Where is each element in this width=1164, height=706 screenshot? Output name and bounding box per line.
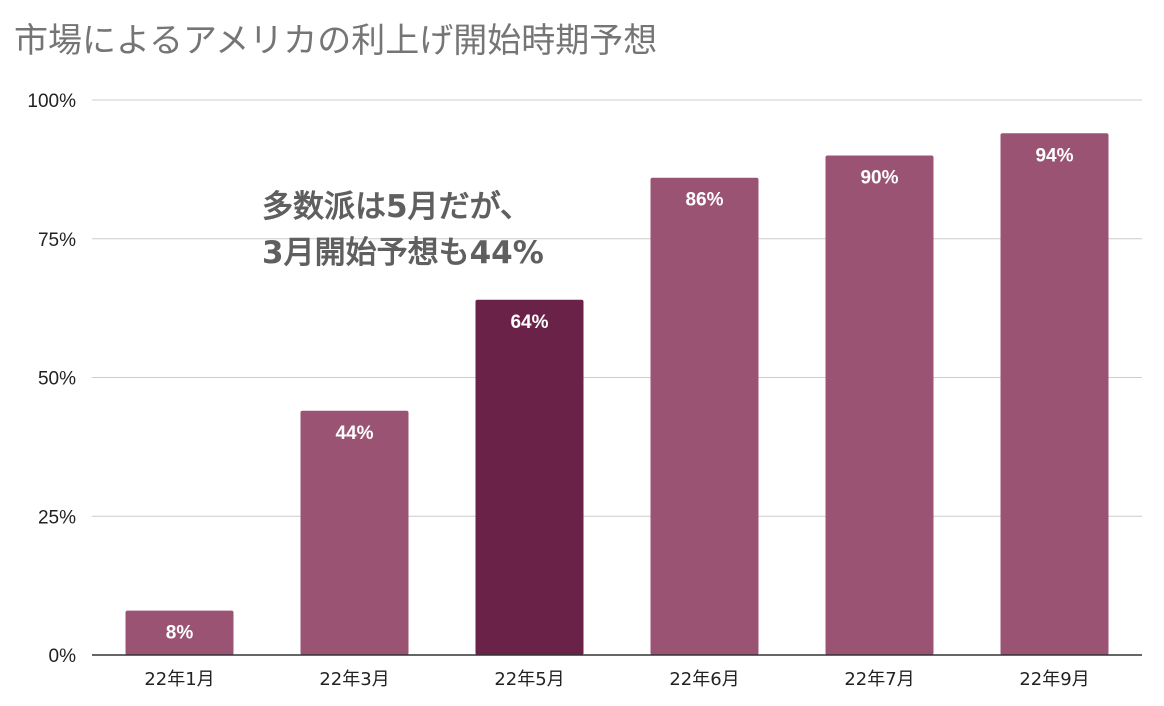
x-tick-label: 22年1月 [144, 669, 214, 690]
annotation-line-1: 多数派は5月だが、 [262, 189, 531, 225]
y-tick-label: 75% [38, 230, 76, 251]
bar-value-label: 8% [166, 623, 194, 644]
x-tick-label: 22年9月 [1019, 669, 1089, 690]
bar-value-label: 94% [1035, 145, 1073, 166]
bar-1 [125, 610, 234, 655]
bar-value-label: 64% [510, 312, 548, 333]
annotation-line-2: 3月開始予想も44% [262, 235, 544, 271]
x-tick-label: 22年3月 [319, 669, 389, 690]
bar-6 [1000, 133, 1109, 656]
bar-value-label: 90% [860, 168, 898, 189]
y-axis-ticks: 0% 25% 50% 75% 100% [27, 91, 76, 667]
bar-2 [300, 410, 409, 655]
x-tick-label: 22年5月 [494, 669, 564, 690]
bar-value-label: 44% [335, 423, 373, 444]
bars [125, 133, 1109, 656]
bar-value-labels: 8% 44% 64% 86% 90% 94% [166, 145, 1074, 643]
bar-value-label: 86% [685, 190, 723, 211]
bar-5 [825, 155, 934, 655]
x-tick-label: 22年6月 [669, 669, 739, 690]
x-axis-ticks: 22年1月 22年3月 22年5月 22年6月 22年7月 22年9月 [144, 669, 1089, 690]
bar-4 [650, 177, 759, 655]
chart-title: 市場によるアメリカの利上げ開始時期予想 [14, 21, 657, 61]
gridlines [92, 99, 1142, 517]
y-tick-label: 0% [49, 646, 77, 667]
y-tick-label: 25% [38, 507, 76, 528]
y-tick-label: 50% [38, 369, 76, 390]
x-tick-label: 22年7月 [844, 669, 914, 690]
y-tick-label: 100% [27, 91, 76, 112]
bar-3 [475, 299, 584, 655]
